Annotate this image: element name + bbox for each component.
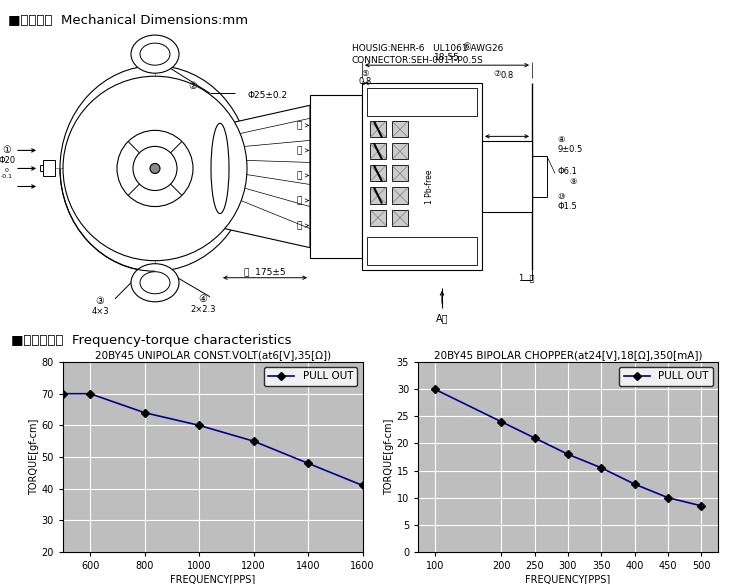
Text: 1 Pb-free: 1 Pb-free — [425, 169, 434, 204]
Bar — [367, 237, 477, 265]
PULL OUT — [86, 390, 95, 397]
Text: 黄: 黄 — [297, 171, 302, 180]
Bar — [370, 144, 386, 159]
Bar — [370, 187, 386, 204]
Text: ②: ② — [189, 81, 198, 91]
Text: Φ25±0.2: Φ25±0.2 — [248, 91, 288, 100]
Text: A向: A向 — [436, 313, 448, 323]
Text: ①: ① — [3, 145, 11, 155]
PULL OUT — [696, 502, 705, 509]
PULL OUT — [195, 422, 204, 429]
PULL OUT — [431, 385, 440, 392]
Text: ⑤: ⑤ — [361, 69, 369, 78]
Text: ■矩频曲线图  Frequency-torque characteristics: ■矩频曲线图 Frequency-torque characteristics — [11, 333, 292, 347]
PULL OUT — [564, 451, 573, 458]
Bar — [392, 165, 408, 182]
Ellipse shape — [131, 35, 179, 73]
Bar — [370, 210, 386, 225]
Bar — [362, 84, 482, 270]
Text: HOUSIG:NEHR-6   UL1061 AWG26: HOUSIG:NEHR-6 UL1061 AWG26 — [352, 44, 503, 53]
Legend: PULL OUT: PULL OUT — [264, 367, 357, 385]
Text: ■机械尺寸  Mechanical Dimensions:mm: ■机械尺寸 Mechanical Dimensions:mm — [8, 14, 248, 27]
PULL OUT — [249, 437, 258, 444]
Text: ③: ③ — [95, 296, 104, 306]
Text: 1  ⑪: 1 ⑪ — [519, 273, 535, 282]
Circle shape — [150, 164, 160, 173]
PULL OUT — [596, 464, 605, 471]
Text: 红: 红 — [297, 221, 302, 230]
Text: 18.55: 18.55 — [434, 53, 460, 62]
Text: 0.8: 0.8 — [500, 71, 514, 79]
Ellipse shape — [140, 43, 170, 65]
PULL OUT — [497, 418, 506, 425]
Text: ⑩: ⑩ — [557, 192, 565, 201]
Y-axis label: TORQUE[gf-cm]: TORQUE[gf-cm] — [384, 419, 394, 495]
Text: 9±0.5: 9±0.5 — [557, 145, 582, 154]
Text: Φ6.1: Φ6.1 — [557, 167, 577, 176]
Text: -0.1: -0.1 — [1, 174, 13, 179]
Ellipse shape — [211, 123, 229, 214]
Text: ⑧: ⑧ — [557, 135, 565, 144]
Circle shape — [63, 76, 247, 260]
Circle shape — [133, 147, 177, 190]
Ellipse shape — [140, 272, 170, 294]
PULL OUT — [140, 409, 149, 416]
Text: 0.8: 0.8 — [358, 77, 371, 86]
Bar — [310, 95, 362, 258]
Bar — [367, 88, 477, 116]
Bar — [43, 161, 55, 176]
Bar — [370, 121, 386, 137]
Line: PULL OUT: PULL OUT — [432, 387, 704, 509]
Text: 黑: 黑 — [297, 121, 302, 130]
X-axis label: FREQUENCY[PPS]: FREQUENCY[PPS] — [525, 573, 610, 583]
Polygon shape — [220, 105, 310, 248]
Bar — [392, 144, 408, 159]
Ellipse shape — [131, 264, 179, 302]
Text: ⑥: ⑥ — [462, 42, 471, 52]
Text: ⑫  175±5: ⑫ 175±5 — [244, 267, 286, 276]
PULL OUT — [530, 434, 539, 442]
Bar — [370, 165, 386, 182]
Text: Φ20: Φ20 — [0, 156, 16, 165]
Text: ④: ④ — [198, 294, 207, 304]
Title: 20BY45 UNIPOLAR CONST.VOLT(at6[V],35[Ω]): 20BY45 UNIPOLAR CONST.VOLT(at6[V],35[Ω]) — [95, 350, 331, 360]
Circle shape — [117, 130, 193, 207]
PULL OUT — [630, 481, 639, 488]
Legend: PULL OUT: PULL OUT — [619, 367, 713, 385]
Text: ⑦: ⑦ — [494, 69, 501, 78]
PULL OUT — [58, 390, 67, 397]
PULL OUT — [663, 494, 672, 501]
Bar — [392, 187, 408, 204]
Text: 2×2.3: 2×2.3 — [190, 305, 216, 314]
Line: PULL OUT: PULL OUT — [60, 391, 366, 488]
X-axis label: FREQUENCY[PPS]: FREQUENCY[PPS] — [170, 573, 255, 583]
Text: ⑨: ⑨ — [569, 177, 576, 186]
Text: 0: 0 — [5, 168, 9, 173]
Text: CONNECTOR:SEH-001T-P0.5S: CONNECTOR:SEH-001T-P0.5S — [352, 55, 484, 65]
PULL OUT — [358, 482, 367, 489]
Title: 20BY45 BIPOLAR CHOPPER(at24[V],18[Ω],350[mA]): 20BY45 BIPOLAR CHOPPER(at24[V],18[Ω],350… — [434, 350, 702, 360]
PULL OUT — [303, 460, 312, 467]
Bar — [482, 141, 532, 211]
Text: 4×3: 4×3 — [91, 307, 109, 317]
Bar — [392, 121, 408, 137]
Text: 棕: 棕 — [297, 146, 302, 155]
Y-axis label: TORQUE[gf-cm]: TORQUE[gf-cm] — [29, 419, 38, 495]
Bar — [392, 210, 408, 225]
Text: 橙: 橙 — [297, 196, 302, 205]
Text: Φ1.5: Φ1.5 — [557, 202, 576, 211]
Ellipse shape — [60, 65, 250, 271]
